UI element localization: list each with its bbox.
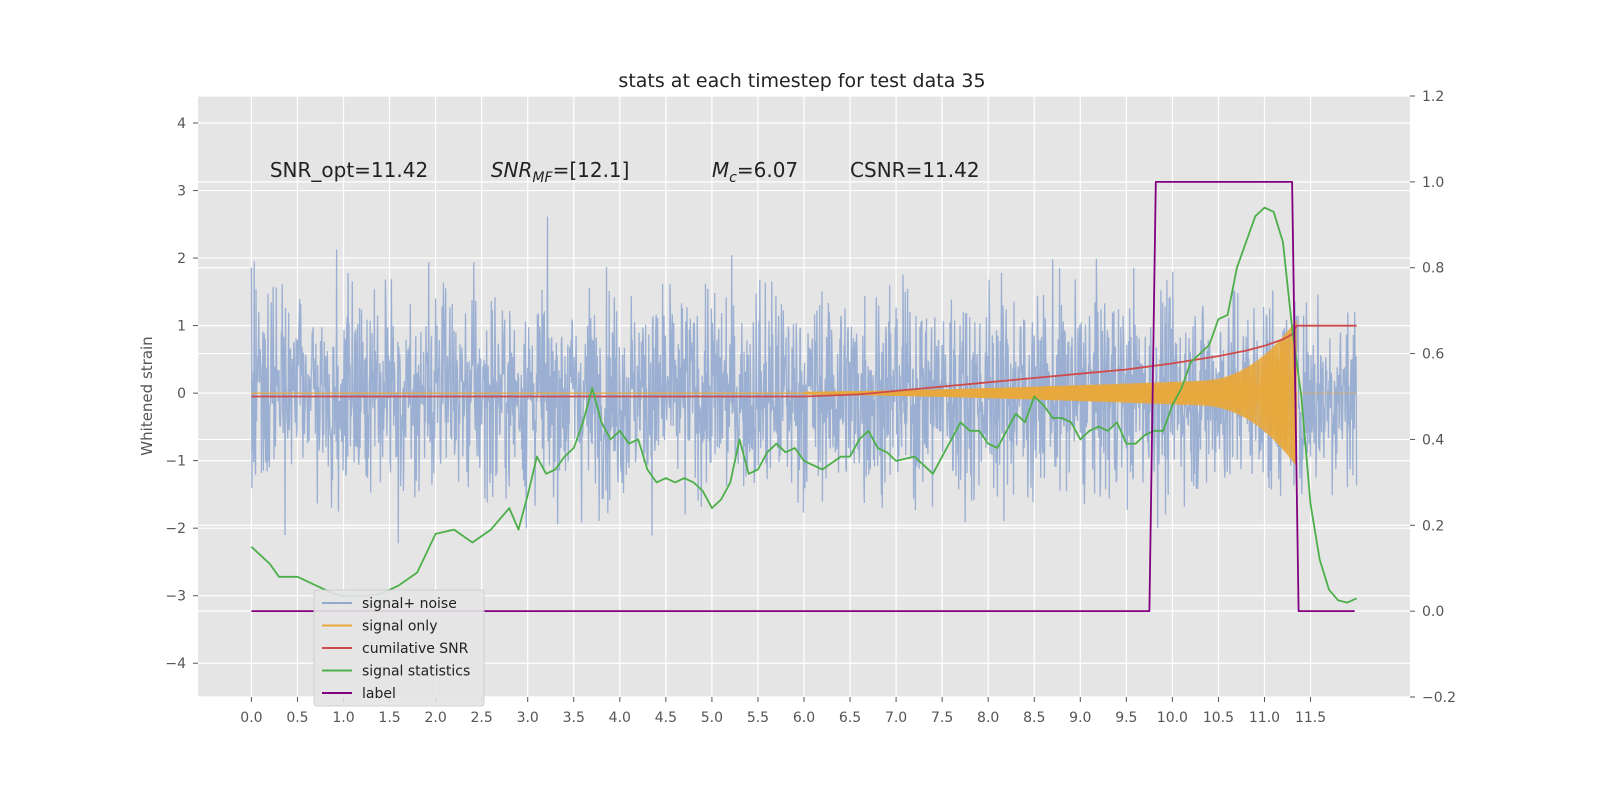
x-tick-label: 7.5 bbox=[931, 710, 953, 726]
x-tick-label: 5.5 bbox=[747, 710, 769, 726]
y-tick-label: 0 bbox=[177, 386, 186, 402]
y2-tick-label: 0.0 bbox=[1422, 604, 1444, 620]
x-tick-label: 4.5 bbox=[655, 710, 677, 726]
x-tick-label: 8.0 bbox=[977, 710, 999, 726]
x-tick-label: 2.0 bbox=[424, 710, 446, 726]
annotations: SNR_opt=11.42 SNRMF=[12.1] Mc=6.07 CSNR=11.… bbox=[270, 158, 980, 186]
y-tick-label: 2 bbox=[177, 251, 186, 267]
x-tick-label: 11.0 bbox=[1249, 710, 1280, 726]
x-tick-label: 3.5 bbox=[563, 710, 585, 726]
y-tick-label: 1 bbox=[177, 319, 186, 335]
annotation-text: CSNR=11.42 bbox=[850, 158, 980, 182]
legend-entry: signal+ noise bbox=[362, 596, 457, 612]
annotation-text: SNRMF=[12.1] bbox=[491, 158, 630, 186]
y2-tick-label: 0.4 bbox=[1422, 432, 1444, 448]
x-tick-label: 6.5 bbox=[839, 710, 861, 726]
x-tick-label: 6.0 bbox=[793, 710, 815, 726]
x-tick-label: 0.5 bbox=[286, 710, 308, 726]
annotation-text: SNR_opt=11.42 bbox=[270, 158, 428, 182]
x-tick-label: 5.0 bbox=[701, 710, 723, 726]
y2-tick-label: 0.2 bbox=[1422, 518, 1444, 534]
y2-tick-label: 0.8 bbox=[1422, 261, 1444, 277]
y-tick-label: −1 bbox=[165, 454, 186, 470]
x-tick-label: 1.5 bbox=[378, 710, 400, 726]
x-tick-label: 3.0 bbox=[517, 710, 539, 726]
series-lines bbox=[250, 181, 1357, 612]
y-tick-label: −4 bbox=[165, 656, 186, 672]
legend-entry: cumilative SNR bbox=[362, 641, 469, 657]
series-signal-only bbox=[251, 319, 1357, 467]
x-tick-label: 10.0 bbox=[1157, 710, 1188, 726]
x-tick-label: 10.5 bbox=[1203, 710, 1234, 726]
y2-tick-label: 1.0 bbox=[1422, 175, 1444, 191]
x-tick-label: 2.5 bbox=[471, 710, 493, 726]
y2-tick-label: 0.6 bbox=[1422, 347, 1444, 363]
x-tick-label: 1.0 bbox=[332, 710, 354, 726]
annotation-text: Mc=6.07 bbox=[712, 158, 798, 186]
legend-entry: signal only bbox=[362, 619, 437, 635]
x-tick-label: 4.0 bbox=[609, 710, 631, 726]
legend-entry: signal statistics bbox=[362, 664, 470, 680]
signal-envelope bbox=[804, 319, 1297, 467]
y-tick-label: 3 bbox=[177, 184, 186, 200]
series-label bbox=[251, 181, 1355, 612]
series-cumilative-SNR bbox=[251, 324, 1357, 398]
legend-box bbox=[313, 589, 485, 707]
legend-entry: label bbox=[362, 686, 396, 702]
legend: signal+ noise signal only cumilative SNR si… bbox=[313, 589, 485, 707]
y-axis-label: Whitened strain bbox=[138, 336, 156, 455]
y-tick-label: −2 bbox=[165, 521, 186, 537]
x-tick-label: 8.5 bbox=[1023, 710, 1045, 726]
y2-tick-label: 1.2 bbox=[1422, 89, 1444, 105]
x-tick-label: 9.0 bbox=[1069, 710, 1091, 726]
x-tick-label: 11.5 bbox=[1295, 710, 1326, 726]
series-signal-statistics bbox=[250, 206, 1357, 604]
y2-tick-label: −0.2 bbox=[1422, 690, 1456, 706]
x-tick-label: 7.0 bbox=[885, 710, 907, 726]
x-tick-label: 9.5 bbox=[1115, 710, 1137, 726]
x-tick-label: 0.0 bbox=[240, 710, 262, 726]
axes: 0.0 0.5 1.0 1.5 2.0 2.5 3.0 3.5 4.0 4.5 5.0 5.5 6.0 6… bbox=[165, 89, 1456, 726]
chart-title: stats at each timestep for test data 35 bbox=[618, 70, 985, 92]
y-tick-label: −3 bbox=[165, 589, 186, 605]
y-tick-label: 4 bbox=[177, 116, 186, 132]
